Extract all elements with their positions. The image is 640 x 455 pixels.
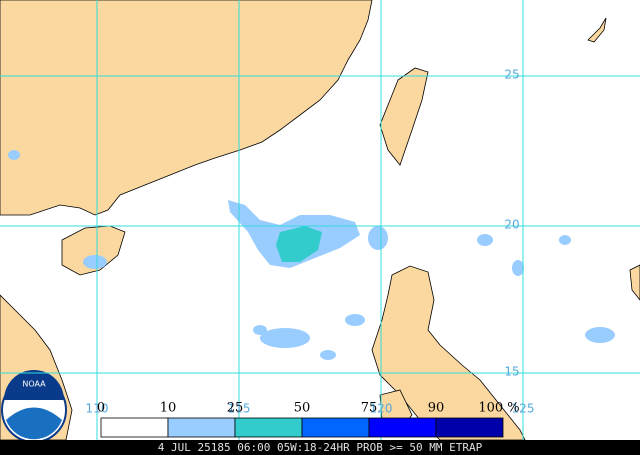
- rain-area: [345, 314, 365, 326]
- legend-label: 0: [97, 401, 105, 416]
- legend-swatch: [301, 417, 370, 438]
- rain-area: [320, 350, 336, 360]
- latitude-label: 15: [504, 365, 519, 379]
- rain-area: [512, 260, 524, 276]
- islands: [587, 17, 607, 43]
- footer: 4 JUL 25185 06:00 05W:18-24HR PROB >= 50…: [158, 441, 483, 454]
- legend-swatch: [234, 417, 303, 438]
- luzon: [371, 265, 526, 441]
- rain-area: [8, 150, 20, 160]
- rain-area: [260, 328, 310, 348]
- legend-swatch: [368, 417, 437, 438]
- rain-area: [83, 255, 107, 269]
- rain-area: [559, 235, 571, 245]
- longitude-label: 115: [228, 402, 251, 416]
- longitude-label: 125: [512, 402, 535, 416]
- longitude-label: 110: [86, 402, 109, 416]
- rain-area: [585, 327, 615, 343]
- legend-label: 75: [361, 401, 378, 416]
- legend-swatch: [167, 417, 236, 438]
- legend-label: 100 %: [478, 401, 519, 416]
- legend-swatch: [435, 417, 504, 438]
- china-coast: [0, 0, 373, 216]
- logo-text: NOAA: [22, 380, 46, 389]
- rain-core: [276, 226, 322, 262]
- rain-area: [477, 234, 493, 246]
- islands: [629, 264, 640, 301]
- footer-bar: [0, 440, 640, 455]
- rain-area: [368, 226, 388, 250]
- legend-label: 50: [294, 401, 311, 416]
- noaa-logo: NOAA: [1, 370, 67, 443]
- legend-label: 90: [428, 401, 445, 416]
- taiwan: [379, 67, 429, 166]
- hainan: [61, 225, 126, 276]
- rain-area: [253, 325, 267, 335]
- legend-swatch: [100, 417, 169, 438]
- legend-label: 25: [227, 401, 244, 416]
- latitude-label: 25: [504, 68, 519, 82]
- legend-label: 10: [160, 401, 177, 416]
- latitude-label: 20: [504, 218, 519, 232]
- longitude-label: 120: [370, 402, 393, 416]
